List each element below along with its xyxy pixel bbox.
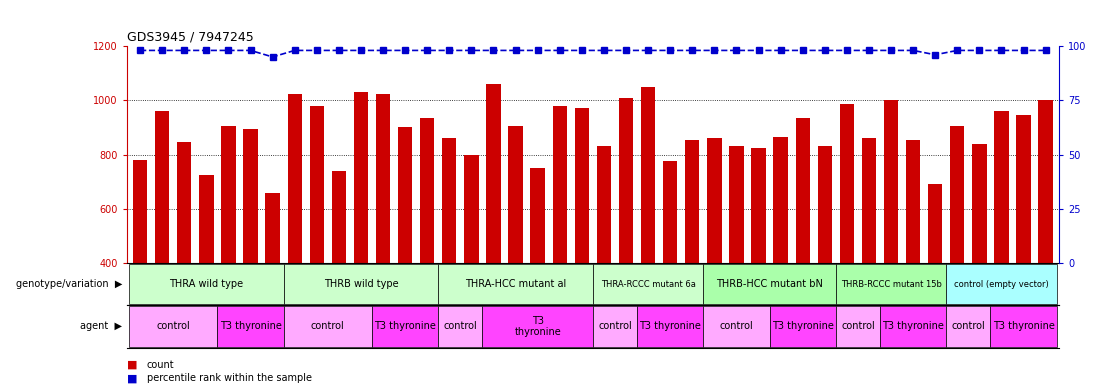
Bar [641,87,655,372]
Bar [244,129,258,372]
Bar [593,306,638,347]
Bar [332,171,346,372]
Bar [704,264,836,305]
Bar [946,264,1057,305]
Bar [770,306,836,347]
Bar [994,111,1008,372]
Bar [508,126,523,372]
Bar [906,140,920,372]
Bar [288,94,302,372]
Text: THRB wild type: THRB wild type [323,279,398,289]
Bar [773,137,788,372]
Bar [836,264,946,305]
Bar [129,306,217,347]
Bar [704,306,770,347]
Bar [707,138,721,372]
Text: control: control [952,321,985,331]
Bar [553,106,567,372]
Bar [946,306,990,347]
Text: control: control [719,321,753,331]
Bar [398,127,413,372]
Bar [880,306,946,347]
Bar [464,154,479,372]
Bar [990,306,1057,347]
Text: GDS3945 / 7947245: GDS3945 / 7947245 [127,30,254,43]
Bar [751,148,765,372]
Bar [1016,115,1030,372]
Text: agent  ▶: agent ▶ [81,321,122,331]
Bar [619,98,633,372]
Bar [531,168,545,372]
Bar [217,306,283,347]
Bar [178,142,192,372]
Text: THRA wild type: THRA wild type [169,279,244,289]
Text: T3
thyronine: T3 thyronine [514,316,561,337]
Bar [884,100,898,372]
Text: count: count [147,360,174,370]
Text: control: control [598,321,632,331]
Bar [266,192,280,372]
Bar [222,126,236,372]
Bar [663,161,677,372]
Bar [861,138,876,372]
Bar [817,146,832,372]
Bar [372,306,438,347]
Bar [836,306,880,347]
Text: THRA-RCCC mutant 6a: THRA-RCCC mutant 6a [601,280,696,289]
Text: T3 thyronine: T3 thyronine [772,321,834,331]
Text: ■: ■ [127,360,138,370]
Text: percentile rank within the sample: percentile rank within the sample [147,373,312,383]
Bar [420,118,435,372]
Bar [638,306,704,347]
Bar [597,146,611,372]
Bar [283,306,372,347]
Bar [310,106,324,372]
Bar [133,160,148,372]
Bar [354,92,368,372]
Bar [795,118,810,372]
Bar [376,94,390,372]
Bar [283,264,438,305]
Text: THRB-RCCC mutant 15b: THRB-RCCC mutant 15b [840,280,942,289]
Bar [972,144,986,372]
Bar [1038,100,1052,372]
Bar [156,111,170,372]
Bar [442,138,457,372]
Text: control: control [840,321,875,331]
Text: THRB-HCC mutant bN: THRB-HCC mutant bN [716,279,823,289]
Text: T3 thyronine: T3 thyronine [882,321,944,331]
Text: T3 thyronine: T3 thyronine [374,321,436,331]
Bar [593,264,704,305]
Bar [928,184,942,372]
Text: T3 thyronine: T3 thyronine [219,321,281,331]
Text: T3 thyronine: T3 thyronine [993,321,1054,331]
Text: T3 thyronine: T3 thyronine [640,321,702,331]
Bar [200,175,214,372]
Text: control: control [157,321,190,331]
Bar [486,84,501,372]
Text: ■: ■ [127,373,138,383]
Text: THRA-HCC mutant al: THRA-HCC mutant al [465,279,566,289]
Text: control: control [311,321,345,331]
Text: genotype/variation  ▶: genotype/variation ▶ [15,279,122,289]
Bar [839,104,854,372]
Bar [729,146,743,372]
Text: control (empty vector): control (empty vector) [954,280,1049,289]
Bar [685,140,699,372]
Bar [482,306,592,347]
Bar [438,306,482,347]
Bar [129,264,283,305]
Text: control: control [443,321,478,331]
Bar [950,126,964,372]
Bar [438,264,593,305]
Bar [575,108,589,372]
